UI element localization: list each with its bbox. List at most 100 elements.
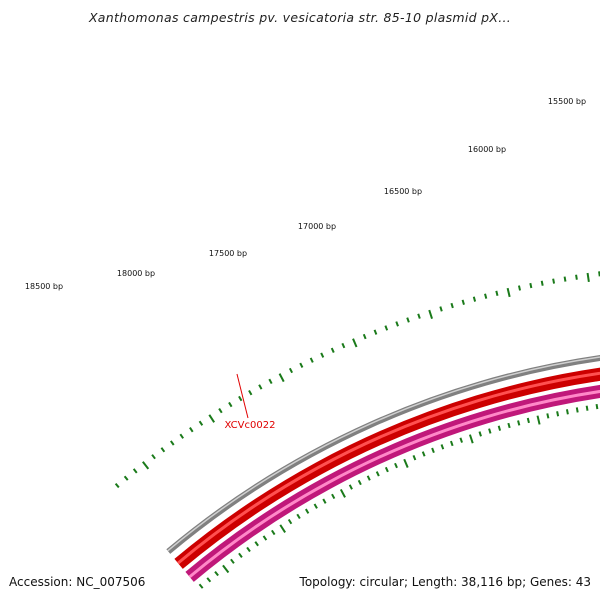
coordinate-label: 17500 bp — [209, 249, 247, 258]
tick-mark — [142, 461, 150, 470]
tick-mark — [287, 518, 293, 525]
tick-mark — [450, 302, 454, 309]
tick-mark — [540, 280, 544, 286]
tick-mark — [517, 285, 522, 291]
reverse-gene-arc-highlight — [188, 390, 600, 579]
tick-mark — [288, 367, 294, 374]
tick-mark — [218, 408, 223, 414]
tick-mark — [439, 306, 443, 312]
tick-mark — [254, 541, 259, 547]
tick-mark — [468, 434, 474, 444]
forward-gene-arc-highlight — [177, 371, 600, 565]
tick-mark — [262, 535, 268, 541]
tick-mark — [384, 466, 389, 473]
tick-mark — [395, 321, 399, 327]
tick-mark — [151, 454, 156, 460]
tick-mark — [495, 290, 499, 296]
tick-mark — [536, 415, 541, 425]
tick-mark — [214, 570, 219, 577]
tick-mark — [507, 422, 511, 429]
coordinate-label: 15500 bp — [548, 97, 586, 106]
tick-mark — [421, 451, 426, 457]
coordinate-label: 16000 bp — [468, 145, 506, 154]
gene-label[interactable]: XCVc0022 — [225, 420, 276, 431]
tick-mark — [198, 583, 204, 589]
tick-mark — [123, 475, 129, 481]
gene-label-pointer — [236, 373, 249, 419]
coordinate-label: 16500 bp — [384, 187, 422, 196]
tick-mark — [189, 427, 194, 433]
tick-mark — [461, 299, 465, 305]
tick-mark — [366, 475, 371, 481]
tick-mark — [248, 390, 253, 396]
tick-mark — [132, 468, 138, 474]
tick-mark — [246, 546, 251, 553]
tick-mark — [529, 282, 533, 289]
tick-mark — [238, 552, 243, 558]
tick-mark — [299, 362, 304, 368]
tick-mark — [406, 317, 410, 323]
tick-mark — [506, 287, 511, 298]
tick-mark — [179, 433, 184, 439]
tick-mark — [556, 411, 560, 417]
tick-mark — [526, 417, 530, 424]
coordinate-label: 18000 bp — [117, 269, 155, 278]
tick-mark — [440, 444, 445, 450]
tick-mark — [394, 462, 398, 469]
tick-mark — [586, 272, 590, 283]
tick-mark — [484, 293, 488, 299]
tick-mark — [313, 503, 318, 509]
tick-mark — [304, 508, 310, 514]
tick-mark — [431, 447, 435, 454]
tick-mark — [170, 440, 175, 446]
tick-mark — [565, 409, 569, 415]
tick-mark — [517, 420, 521, 426]
tick-mark — [258, 384, 263, 390]
plasmid-backbone-highlight — [167, 356, 600, 552]
tick-mark — [459, 437, 463, 443]
accession-text: Accession: NC_007506 — [9, 575, 146, 589]
inner-tick-marks — [198, 403, 599, 589]
tick-mark — [417, 313, 421, 319]
coordinate-label: 17000 bp — [298, 222, 336, 231]
tick-mark — [563, 276, 567, 282]
tick-mark — [585, 405, 589, 411]
tick-mark — [296, 513, 301, 520]
tick-mark — [478, 431, 482, 437]
tick-mark — [114, 482, 120, 489]
tick-mark — [320, 352, 325, 358]
tick-mark — [357, 479, 362, 486]
coordinate-label: 18500 bp — [25, 282, 63, 291]
tick-mark — [362, 333, 367, 340]
tick-mark — [198, 420, 204, 426]
topology-summary: Topology: circular; Length: 38,116 bp; G… — [299, 575, 591, 589]
tick-mark — [206, 577, 212, 583]
tick-mark — [339, 488, 346, 498]
tick-mark — [238, 395, 243, 402]
tick-mark — [450, 440, 454, 447]
tick-mark — [341, 342, 346, 349]
tick-mark — [412, 455, 417, 461]
tick-mark — [160, 447, 166, 453]
tick-mark — [497, 425, 502, 431]
tick-mark — [322, 498, 327, 504]
tick-mark — [403, 458, 409, 468]
tick-mark — [575, 274, 578, 280]
coordinate-labels: 15500 bp 16000 bp 16500 bp 17000 bp 17500 bp… — [25, 97, 586, 291]
tick-mark — [268, 378, 273, 385]
tick-mark — [384, 325, 389, 331]
tick-mark — [271, 529, 276, 536]
tick-mark — [330, 347, 335, 353]
tick-mark — [348, 484, 353, 490]
tick-mark — [279, 524, 286, 534]
map-title: Xanthomonas campestris pv. vesicatoria s… — [88, 10, 512, 25]
tick-mark — [575, 407, 579, 413]
tick-mark — [331, 493, 336, 500]
tick-mark — [552, 278, 556, 284]
tick-mark — [375, 471, 380, 477]
tick-mark — [228, 401, 233, 408]
tick-mark — [230, 558, 235, 564]
tick-mark — [488, 428, 492, 434]
tick-mark — [428, 309, 433, 319]
